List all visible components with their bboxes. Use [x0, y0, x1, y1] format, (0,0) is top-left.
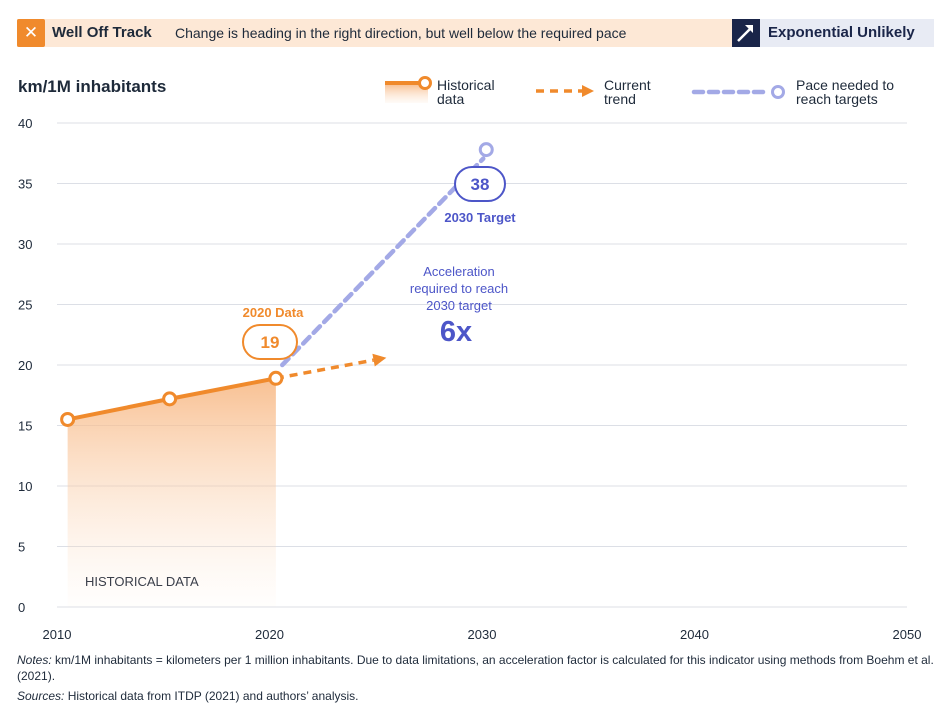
legend-pace-line1: Pace needed to [796, 77, 895, 93]
acceleration-text-line: Acceleration [423, 264, 495, 279]
status-banner: ✕ Well Off Track Change is heading in th… [17, 19, 934, 47]
notes-label: Notes: [17, 653, 52, 667]
y-tick-label: 40 [18, 116, 32, 131]
historical-point [162, 391, 178, 407]
y-tick-label: 15 [18, 419, 32, 434]
current-trend-arrowhead [372, 353, 387, 367]
historical-area [67, 378, 276, 607]
legend-current-line2: trend [604, 91, 636, 107]
historical-point [268, 370, 284, 386]
sources-line: Sources: Historical data from ITDP (2021… [17, 688, 939, 704]
data-2020-label: 2020 Data [243, 305, 304, 320]
legend-current-arrowhead [582, 85, 594, 97]
notes-text: km/1M inhabitants = kilometers per 1 mil… [17, 653, 934, 683]
acceleration-factor: 6x [440, 316, 472, 348]
historical-point [60, 411, 76, 427]
trend-arrow-icon [732, 19, 760, 47]
y-tick-label: 25 [18, 298, 32, 313]
legend-swatches [385, 76, 785, 103]
footer-notes: Notes: km/1M inhabitants = kilometers pe… [17, 652, 939, 704]
sources-label: Sources: [17, 689, 65, 703]
legend-current-line1: Current [604, 77, 651, 93]
legend-current-label: Current trend [604, 78, 651, 106]
notes-line: Notes: km/1M inhabitants = kilometers pe… [17, 652, 939, 684]
status-description: Change is heading in the right direction… [175, 25, 627, 41]
legend-historical-line1: Historical [437, 77, 495, 93]
sources-text: Historical data from ITDP (2021) and aut… [67, 689, 359, 703]
x-tick-label: 2020 [255, 627, 284, 642]
acceleration-text-line: required to reach [410, 281, 508, 296]
x-tick-label: 2030 [468, 627, 497, 642]
legend-pace-marker [771, 85, 785, 99]
x-tick-label: 2050 [893, 627, 922, 642]
legend-pace-line2: reach targets [796, 91, 878, 107]
y-tick-label: 20 [18, 358, 32, 373]
y-tick-label: 10 [18, 479, 32, 494]
current-trend-line [275, 358, 374, 381]
y-axis-unit-label: km/1M inhabitants [18, 77, 167, 96]
historical-region-label: HISTORICAL DATA [85, 574, 199, 589]
target-label: 2030 Target [444, 210, 516, 225]
y-tick-label: 0 [18, 600, 25, 615]
chart: HISTORICAL DATA 2020 Data 19 38 2030 Target… [18, 116, 922, 642]
pace-needed-line [280, 156, 486, 368]
legend-pace-label: Pace needed to reach targets [796, 78, 894, 106]
target-point [478, 142, 494, 158]
y-tick-label: 5 [18, 540, 25, 555]
y-tick-label: 35 [18, 177, 32, 192]
close-icon: ✕ [17, 19, 45, 47]
legend-historical-marker [418, 76, 432, 90]
status-label: Well Off Track [52, 24, 152, 41]
x-tick-label: 2040 [680, 627, 709, 642]
likelihood-badge: Exponential Unlikely [732, 19, 934, 47]
data-2020-badge [242, 324, 298, 360]
target-badge [454, 166, 506, 202]
y-tick-label: 30 [18, 237, 32, 252]
legend-historical-fill [385, 83, 428, 103]
legend-historical-line2: data [437, 91, 465, 107]
likelihood-label: Exponential Unlikely [768, 24, 915, 41]
x-tick-label: 2010 [43, 627, 72, 642]
acceleration-text-line: 2030 target [426, 298, 492, 313]
target-value: 38 [471, 175, 490, 194]
legend-historical-label: Historical data [437, 78, 495, 106]
data-2020-value: 19 [261, 333, 280, 352]
